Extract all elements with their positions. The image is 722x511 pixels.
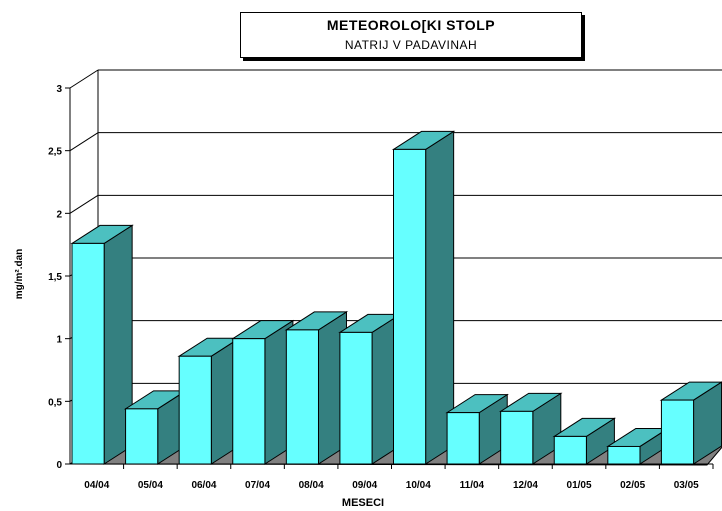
x-tick-label: 04/04 (84, 480, 109, 491)
y-tick-label: 2,5 (48, 147, 62, 158)
bar-front (71, 242, 105, 465)
y-tick-label: 3 (56, 84, 62, 95)
x-tick-label: 01/05 (567, 480, 592, 491)
bar-front (500, 410, 534, 465)
bar-front (393, 148, 427, 465)
bar-front (607, 445, 641, 465)
x-tick-label: 06/04 (191, 480, 216, 491)
bar-front (125, 408, 159, 465)
x-tick-label: 02/05 (620, 480, 645, 491)
bar (338, 313, 402, 465)
x-tick-label: 08/04 (299, 480, 324, 491)
side-wall-line (69, 132, 99, 152)
bar-front (285, 329, 319, 465)
bar (498, 392, 563, 465)
bar (70, 224, 134, 465)
x-tick-label: 07/04 (245, 480, 270, 491)
bar-front (660, 399, 695, 465)
y-tick-label: 0 (56, 460, 62, 471)
bar (284, 310, 349, 465)
chart-title: METEOROLO[KI STOLP (326, 17, 496, 33)
bar-front (553, 435, 587, 465)
x-tick-label: 09/04 (352, 480, 377, 491)
chart-subtitle: NATRIJ V PADAVINAH (344, 38, 478, 52)
bar (391, 130, 456, 465)
axis-labels: mg/m².dan MESECI 0 0,5 1 1,5 2 2,5 3 04/04 05/04… (14, 84, 699, 509)
y-tick-label: 0,5 (48, 397, 62, 408)
x-tick-label: 03/05 (674, 480, 699, 491)
x-tick-label: 05/04 (138, 480, 163, 491)
bar-front (446, 412, 480, 465)
bar-front (339, 331, 373, 465)
x-tick-label: 12/04 (513, 480, 538, 491)
chart-title-box: METEOROLO[KI STOLP NATRIJ V PADAVINAH (240, 12, 582, 58)
bar (231, 319, 295, 465)
y-tick-label: 1 (56, 335, 62, 346)
side-wall-line (69, 69, 99, 89)
side-wall-line (69, 194, 99, 214)
y-axis-label: mg/m².dan (14, 249, 25, 300)
y-tick-label: 1,5 (48, 272, 62, 283)
bar (177, 337, 242, 465)
y-tick-label: 2 (56, 209, 62, 220)
x-tick-label: 10/04 (406, 480, 431, 491)
axes (65, 87, 714, 469)
bar (659, 381, 722, 465)
bars (70, 130, 722, 465)
x-tick-label: 11/04 (460, 480, 485, 491)
bar-front (178, 355, 212, 465)
bar-front (232, 338, 266, 465)
x-axis-label: MESECI (342, 497, 384, 509)
bar (552, 417, 617, 465)
